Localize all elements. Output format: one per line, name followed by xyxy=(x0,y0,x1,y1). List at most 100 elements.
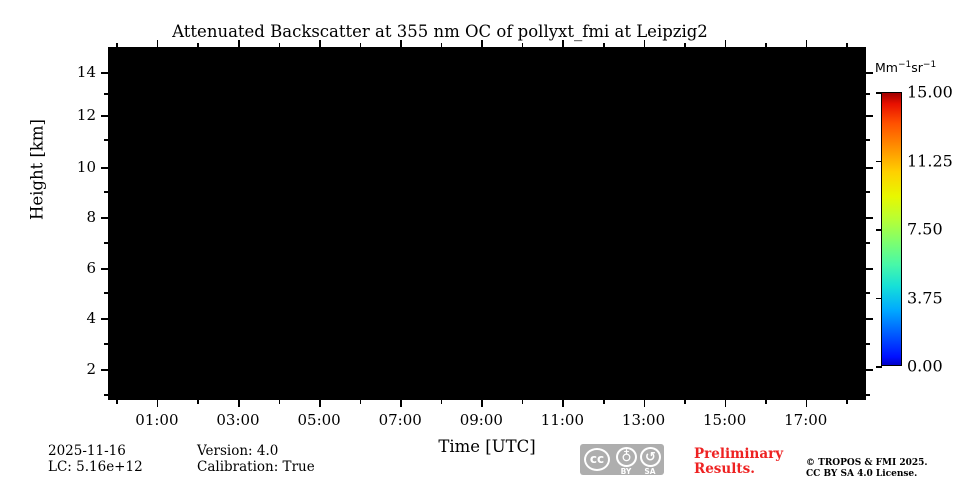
x-tick-minor-top xyxy=(521,43,524,47)
y-tick-minor xyxy=(104,191,108,193)
y-tick-minor-right xyxy=(866,191,870,193)
colorbar-tick-label: 11.25 xyxy=(907,151,953,170)
x-tick-major xyxy=(724,400,727,407)
y-tick-major-right xyxy=(866,71,873,74)
y-tick-minor xyxy=(104,139,108,141)
x-tick-minor xyxy=(440,400,443,404)
y-tick-major-right xyxy=(866,115,873,117)
footer-date: 2025-11-16 xyxy=(48,443,126,459)
x-tick-label: 11:00 xyxy=(540,411,585,429)
x-tick-major xyxy=(400,400,402,407)
y-tick-minor-right xyxy=(866,292,870,294)
colorbar-unit-label: Mm−1sr−1 xyxy=(875,60,937,76)
x-tick-minor xyxy=(278,400,281,404)
colorbar-tick xyxy=(876,366,882,368)
copyright-line-1: © TROPOS & FMI 2025. xyxy=(806,458,928,468)
x-tick-minor-top xyxy=(197,43,200,47)
x-tick-label: 13:00 xyxy=(621,411,666,429)
x-axis-label: Time [UTC] xyxy=(438,437,536,456)
y-tick-minor-right xyxy=(866,139,870,141)
y-tick-label: 8 xyxy=(86,208,96,227)
cc-by-person-icon: ♁ xyxy=(616,447,637,467)
x-tick-minor xyxy=(765,400,767,404)
x-tick-major xyxy=(237,400,240,407)
x-tick-minor-top xyxy=(684,43,686,47)
y-tick-major xyxy=(101,115,108,117)
y-tick-minor xyxy=(104,394,108,396)
x-tick-label: 03:00 xyxy=(216,411,260,429)
x-tick-minor xyxy=(197,400,200,404)
x-tick-major-top xyxy=(237,40,240,47)
cc-license-badge-icon[interactable]: cc ♁ ↺ BY SA xyxy=(580,444,664,476)
y-tick-major-right xyxy=(866,167,873,169)
x-tick-label: 07:00 xyxy=(378,411,422,429)
x-tick-minor-top xyxy=(116,43,118,47)
y-tick-minor xyxy=(104,93,108,95)
x-tick-minor-top xyxy=(278,43,281,47)
x-tick-minor-top xyxy=(846,43,848,47)
y-tick-minor xyxy=(104,292,108,294)
x-tick-major-top xyxy=(643,40,646,47)
colorbar-tick-label: 0.00 xyxy=(907,356,943,376)
y-tick-major xyxy=(101,268,108,270)
footer-calibration: Calibration: True xyxy=(197,459,315,475)
y-tick-major xyxy=(101,217,108,219)
cc-sa-label: SA xyxy=(644,467,656,476)
y-tick-major-right xyxy=(866,369,873,371)
x-tick-label: 17:00 xyxy=(784,411,828,429)
y-tick-major xyxy=(101,71,108,74)
x-tick-minor xyxy=(846,400,848,404)
y-tick-minor xyxy=(104,343,108,345)
y-tick-major xyxy=(101,369,108,371)
x-tick-minor xyxy=(116,400,118,404)
x-tick-major xyxy=(643,400,646,407)
colorbar-tick xyxy=(876,92,882,94)
y-tick-minor-right xyxy=(866,242,870,244)
y-tick-label: 2 xyxy=(86,360,96,379)
y-tick-major-right xyxy=(866,268,873,270)
y-tick-label: 6 xyxy=(86,259,96,278)
y-tick-label: 12 xyxy=(76,106,96,125)
x-tick-minor-top xyxy=(359,43,362,47)
y-tick-major xyxy=(101,167,108,169)
y-tick-major-right xyxy=(866,217,873,219)
x-tick-major xyxy=(319,400,321,407)
x-tick-major xyxy=(805,400,808,407)
x-tick-major xyxy=(481,400,483,407)
footer-version: Version: 4.0 xyxy=(197,443,279,459)
x-tick-minor-top xyxy=(602,43,605,47)
copyright-note: © TROPOS & FMI 2025. CC BY SA 4.0 Licens… xyxy=(806,458,928,480)
x-tick-minor xyxy=(602,400,605,404)
colorbar-tick xyxy=(876,229,882,231)
preliminary-results-note: Preliminary Results. xyxy=(694,447,783,477)
x-tick-minor-top xyxy=(440,43,443,47)
colorbar[interactable] xyxy=(881,92,902,366)
plot-area[interactable] xyxy=(108,47,866,400)
x-tick-label: 15:00 xyxy=(703,411,747,429)
x-tick-minor-top xyxy=(765,43,767,47)
cc-icon: cc xyxy=(584,448,610,471)
copyright-line-2: CC BY SA 4.0 License. xyxy=(806,469,918,479)
x-tick-minor xyxy=(684,400,686,404)
x-tick-major xyxy=(562,400,564,407)
x-tick-minor xyxy=(521,400,524,404)
x-tick-major-top xyxy=(481,40,483,47)
y-tick-label: 4 xyxy=(86,309,96,328)
x-tick-major-top xyxy=(400,40,402,47)
y-axis-label: Height [km] xyxy=(27,119,47,221)
cc-by-label: BY xyxy=(620,467,632,476)
y-tick-minor-right xyxy=(866,93,870,95)
colorbar-tick xyxy=(876,297,882,300)
y-tick-minor-right xyxy=(866,394,870,396)
colorbar-tick xyxy=(876,160,882,163)
colorbar-tick-label: 15.00 xyxy=(907,82,953,102)
page-title: Attenuated Backscatter at 355 nm OC of p… xyxy=(172,22,708,41)
y-tick-label: 10 xyxy=(76,158,96,177)
colorbar-tick-label: 3.75 xyxy=(907,288,943,307)
x-tick-major-top xyxy=(805,40,808,47)
y-tick-label: 14 xyxy=(76,62,96,81)
colorbar-tick-label: 7.50 xyxy=(907,219,943,239)
y-tick-minor-right xyxy=(866,343,870,345)
x-tick-label: 09:00 xyxy=(459,411,503,429)
x-tick-major-top xyxy=(562,40,564,47)
